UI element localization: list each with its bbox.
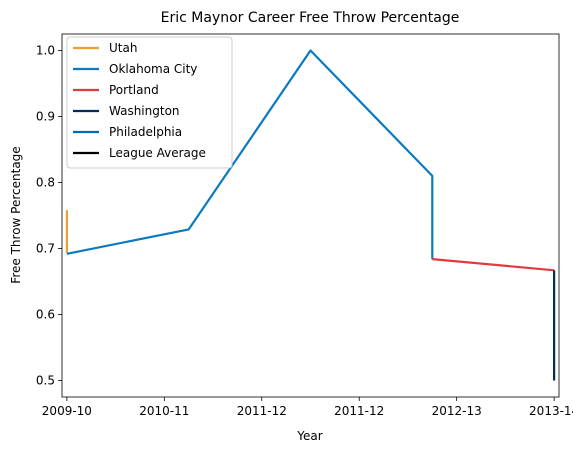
x-tick-label: 2012-13 bbox=[432, 404, 482, 418]
legend-entries: Utah Oklahoma City Portland Washington Phila… bbox=[73, 41, 206, 160]
y-tick-label: 0.9 bbox=[36, 110, 55, 124]
legend-label: League Average bbox=[109, 146, 206, 160]
y-tick-label: 0.5 bbox=[36, 374, 55, 388]
y-tick-label: 0.6 bbox=[36, 308, 55, 322]
legend-label: Portland bbox=[109, 83, 159, 97]
chart-title: Eric Maynor Career Free Throw Percentage bbox=[161, 10, 460, 26]
x-axis-label: Year bbox=[296, 429, 322, 443]
x-tick-label: 2013-14 bbox=[529, 404, 573, 418]
series-line-oklahoma-city bbox=[66, 49, 434, 260]
y-tick-label: 0.7 bbox=[36, 242, 55, 256]
x-tick-label: 2009-10 bbox=[42, 404, 92, 418]
series-layer bbox=[65, 49, 556, 381]
x-tick-label: 2011-12 bbox=[334, 404, 384, 418]
y-tick-label: 0.8 bbox=[36, 176, 55, 190]
series-line-portland bbox=[432, 258, 555, 272]
legend-box bbox=[66, 36, 233, 169]
y-tick-label: 1.0 bbox=[36, 44, 55, 58]
plot-frame bbox=[61, 33, 560, 398]
legend-label: Washington bbox=[109, 104, 180, 118]
legend-label: Philadelphia bbox=[109, 125, 182, 139]
x-axis: 2009-10 2010-11 2011-12 2011-12 2012-13 2013-… bbox=[42, 397, 573, 418]
y-axis-label: Free Throw Percentage bbox=[9, 146, 23, 283]
y-axis: 0.5 0.6 0.7 0.8 0.9 1.0 bbox=[36, 44, 62, 388]
legend-label: Utah bbox=[109, 41, 137, 55]
legend: Utah Oklahoma City Portland Washington Phila… bbox=[66, 36, 233, 169]
legend-label: Oklahoma City bbox=[109, 62, 197, 76]
x-tick-label: 2010-11 bbox=[139, 404, 189, 418]
x-tick-label: 2011-12 bbox=[237, 404, 287, 418]
